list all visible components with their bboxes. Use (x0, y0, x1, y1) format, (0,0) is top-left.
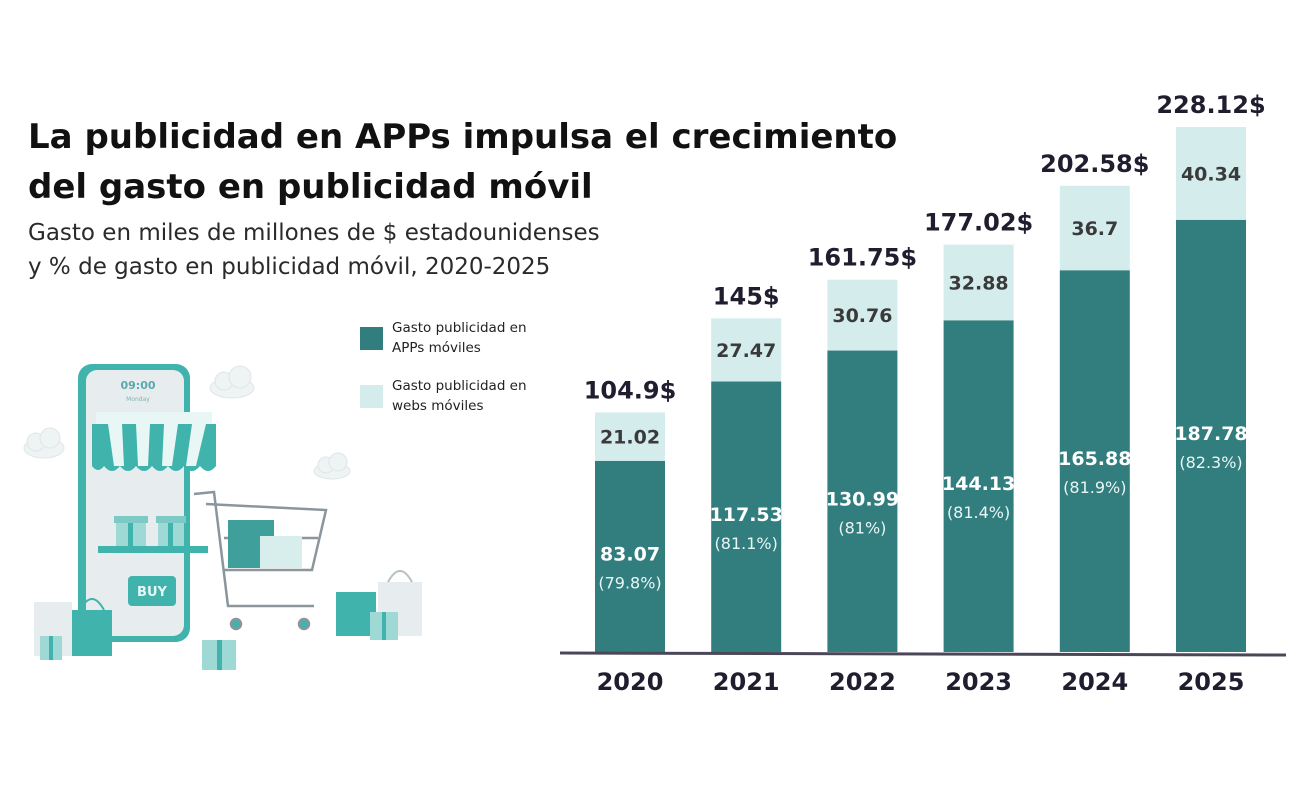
total-label-2020: 104.9$ (584, 376, 677, 404)
buy-label: BUY (137, 585, 167, 600)
x-axis-line (559, 651, 1287, 657)
share-label-apps-2023: (81.4%) (947, 503, 1010, 522)
x-tick-label-2023: 2023 (945, 668, 1012, 696)
subtitle-line-2: y % de gasto en publicidad móvil, 2020-2… (28, 254, 551, 280)
legend-item-webs: Gasto publicidad en webs móviles (360, 376, 560, 416)
chart-subtitle: Gasto en miles de millones de $ estadoun… (28, 216, 708, 284)
mobile-shopping-illustration: 09:00 Monday BUY (23, 364, 422, 670)
bar-apps-2020 (595, 460, 665, 652)
total-label-2022: 161.75$ (808, 244, 917, 272)
share-label-apps-2021: (81.1%) (715, 534, 778, 553)
legend-label-apps: Gasto publicidad en APPs móviles (392, 320, 527, 356)
bar-apps-2022 (827, 350, 898, 652)
chart-title: La publicidad en APPs impulsa el crecimi… (28, 117, 898, 207)
bar-webs-2025 (1176, 127, 1246, 220)
legend-swatch-apps (360, 326, 383, 350)
total-label-2021: 145$ (713, 282, 780, 310)
chart-legend: Gasto publicidad en APPs móviles Gasto p… (360, 318, 560, 434)
value-label-apps-2021: 117.53 (710, 504, 783, 526)
total-label-2024: 202.58$ (1040, 150, 1149, 178)
value-label-apps-2023: 144.13 (942, 473, 1015, 495)
share-label-apps-2020: (79.8%) (598, 573, 661, 592)
share-label-apps-2022: (81%) (838, 518, 886, 537)
x-tick-labels: 2020 2021 2022 2023 2024 2025 (597, 668, 1245, 696)
bar-apps-2021 (711, 381, 782, 652)
phone-time: 09:00 (120, 379, 155, 392)
value-label-webs-2025: 40.34 (1181, 163, 1241, 185)
gift-box-icon (98, 516, 208, 553)
bar-apps-2024 (1059, 270, 1130, 652)
bar-webs-2020 (595, 412, 665, 461)
value-label-webs-2020: 21.02 (600, 427, 660, 449)
subtitle-line-1: Gasto en miles de millones de $ estadoun… (28, 220, 600, 246)
value-label-webs-2021: 27.47 (716, 340, 776, 362)
share-label-apps-2025: (82.3%) (1179, 453, 1242, 472)
value-label-apps-2024: 165.88 (1058, 448, 1131, 470)
cloud-icon (209, 365, 255, 399)
legend-label-webs: Gasto publicidad en webs móviles (392, 378, 527, 414)
total-label-2025: 228.12$ (1156, 91, 1265, 119)
shopping-cart-icon (193, 490, 328, 631)
buy-button-icon: BUY (128, 576, 176, 606)
value-label-apps-2020: 83.07 (600, 543, 660, 565)
x-tick-label-2021: 2021 (713, 668, 780, 696)
total-label-2023: 177.02$ (924, 209, 1033, 237)
bar-webs-2022 (827, 279, 898, 351)
cloud-icon (23, 427, 65, 459)
value-label-webs-2023: 32.88 (949, 272, 1009, 294)
bars-group: 83.07 (79.8%) 21.02 104.9$ 117.53 (81.1%) 27.4… (584, 91, 1266, 652)
bar-webs-2024 (1059, 185, 1130, 271)
shopping-bag-icon (34, 598, 112, 660)
cloud-icon (313, 452, 351, 480)
shopping-bag-icon (202, 570, 422, 670)
x-tick-label-2024: 2024 (1061, 668, 1128, 696)
x-tick-label-2022: 2022 (829, 668, 896, 696)
value-label-apps-2022: 130.99 (826, 488, 899, 510)
bar-apps-2023 (943, 320, 1014, 652)
value-label-webs-2022: 30.76 (832, 305, 892, 327)
x-tick-label-2025: 2025 (1178, 668, 1245, 696)
x-tick-label-2020: 2020 (597, 668, 664, 696)
value-label-apps-2025: 187.78 (1174, 423, 1247, 445)
bar-apps-2025 (1176, 219, 1246, 652)
legend-swatch-webs (360, 384, 383, 408)
bar-webs-2023 (943, 244, 1014, 321)
bar-webs-2021 (711, 318, 782, 382)
legend-item-apps: Gasto publicidad en APPs móviles (360, 318, 560, 358)
value-label-webs-2024: 36.7 (1071, 218, 1118, 240)
share-label-apps-2024: (81.9%) (1063, 478, 1126, 497)
phone-day: Monday (126, 396, 150, 403)
shop-awning-icon (92, 412, 216, 471)
